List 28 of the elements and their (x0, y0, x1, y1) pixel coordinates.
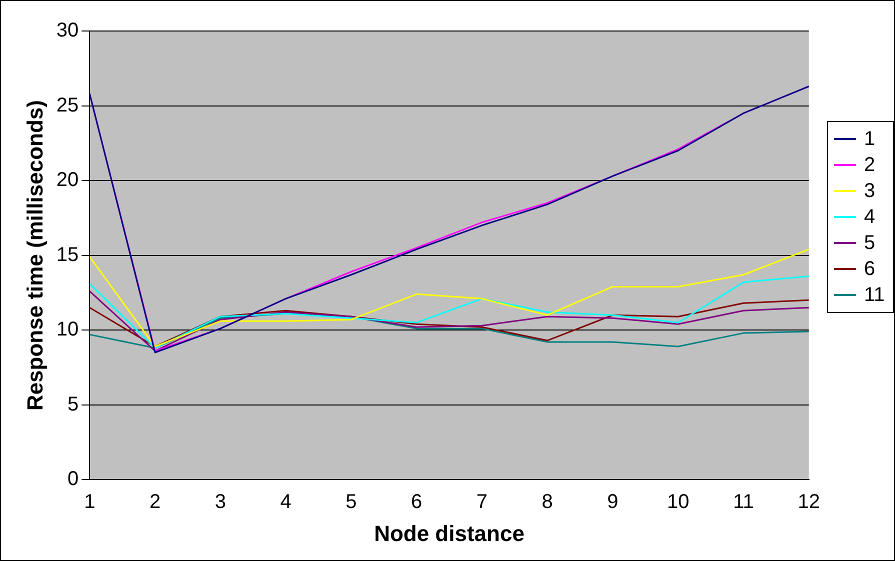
x-axis-title: Node distance (374, 520, 524, 546)
x-tick-label: 3 (214, 491, 226, 514)
y-axis-title: Response time (milliseconds) (22, 100, 48, 411)
legend-label: 4 (864, 206, 876, 228)
x-tick-label: 7 (476, 491, 488, 514)
x-tick-label: 8 (542, 491, 553, 514)
y-tick-label: 10 (56, 318, 79, 341)
legend-label: 11 (864, 284, 885, 306)
legend-label: 2 (864, 154, 876, 176)
legend-label: 1 (864, 128, 876, 150)
legend-label: 5 (864, 232, 876, 254)
x-tick-label: 2 (149, 491, 161, 514)
y-tick-label: 25 (56, 94, 79, 116)
y-tick-label: 15 (56, 244, 79, 266)
x-tick-label: 6 (411, 491, 422, 514)
x-tick-label: 9 (607, 491, 618, 514)
x-tick-label: 11 (733, 491, 754, 514)
x-tick-label: 10 (666, 491, 690, 514)
legend-label: 6 (864, 258, 876, 280)
x-tick-label: 5 (346, 491, 357, 514)
x-tick-label: 4 (280, 491, 292, 514)
y-tick-label: 30 (56, 20, 79, 42)
y-tick-label: 0 (68, 468, 79, 490)
y-tick-label: 20 (56, 169, 79, 192)
y-tick-label: 5 (68, 393, 79, 416)
legend-label: 3 (864, 180, 876, 202)
x-tick-label: 12 (798, 491, 820, 514)
x-tick-label: 1 (84, 491, 96, 514)
